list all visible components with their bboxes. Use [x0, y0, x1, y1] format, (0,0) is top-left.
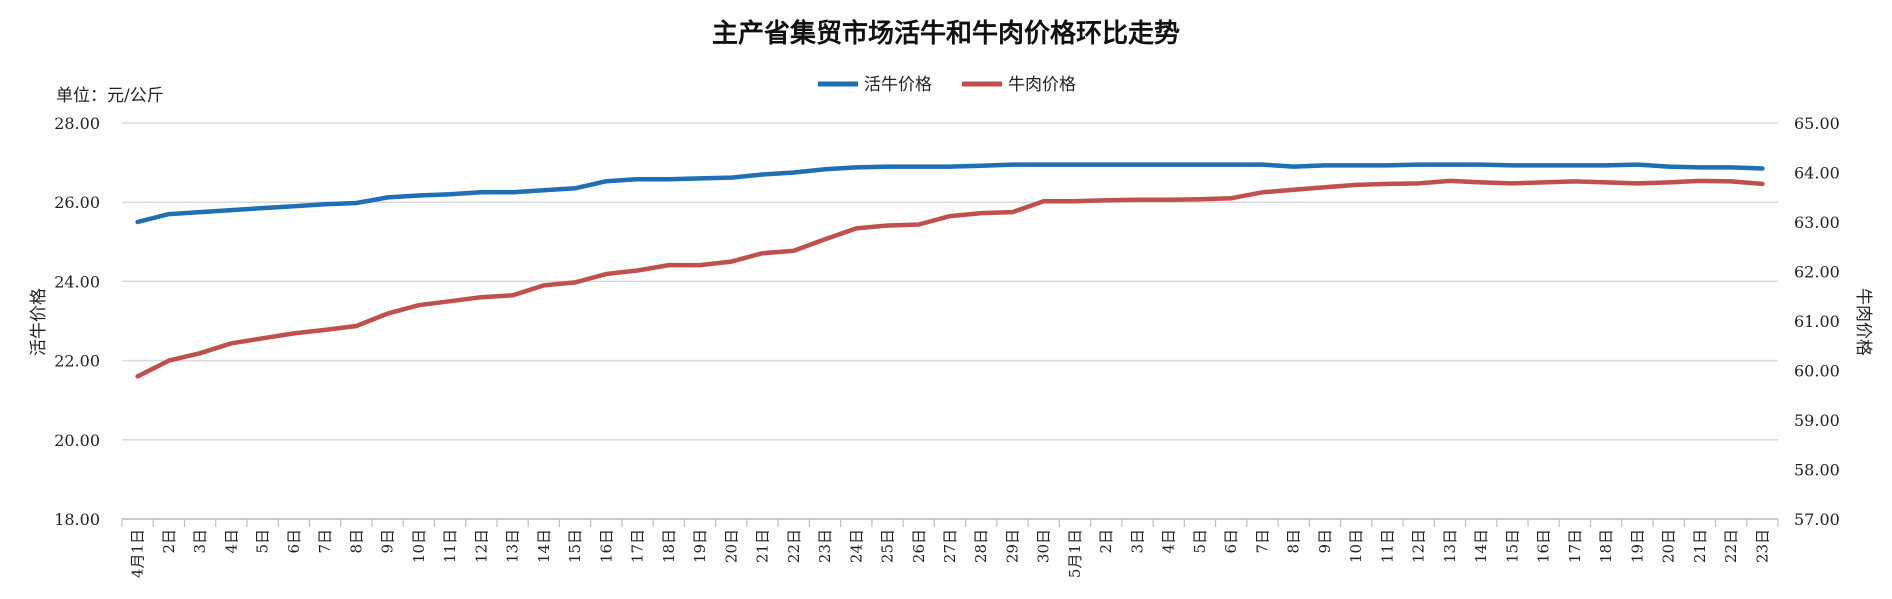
y-right-tick-label: 64.00 [1794, 164, 1840, 183]
x-tick-label: 23日 [1753, 529, 1771, 563]
y-axis-right-title: 牛肉价格 [1853, 288, 1873, 356]
x-tick-label: 8日 [1285, 529, 1303, 554]
y-right-tick-label: 62.00 [1794, 263, 1840, 282]
x-tick-label: 4日 [1160, 529, 1178, 554]
x-tick-label: 7日 [1253, 529, 1271, 554]
legend-label-live-cattle: 活牛价格 [864, 75, 932, 95]
series-lines [135, 162, 1765, 379]
x-axis-ticks: 4月1日 2日 3日 4日 5日 6日 7日 8日 9日 10日 11日 12日 13日 14日 15日 16… [121, 519, 1779, 578]
x-tick-label: 17日 [629, 529, 647, 563]
x-tick-label: 4月1日 [129, 529, 147, 578]
x-tick-label: 19日 [1628, 529, 1646, 563]
x-tick-label: 11日 [441, 529, 459, 563]
x-tick-label: 18日 [1597, 529, 1615, 563]
x-tick-label: 2日 [1097, 529, 1115, 554]
y-right-tick-label: 60.00 [1794, 362, 1840, 381]
y-left-tick-label: 26.00 [54, 193, 100, 212]
x-tick-label: 5月1日 [1066, 529, 1084, 578]
x-tick-label: 3日 [1128, 529, 1146, 554]
x-tick-label: 16日 [597, 529, 615, 563]
legend: 活牛价格 牛肉价格 [818, 75, 1076, 95]
x-tick-label: 20日 [1660, 529, 1678, 563]
x-tick-label: 13日 [504, 529, 522, 563]
x-tick-label: 22日 [785, 529, 803, 563]
x-tick-label: 14日 [535, 529, 553, 563]
x-tick-label: 25日 [879, 529, 897, 563]
x-tick-label: 21日 [754, 529, 772, 563]
x-tick-label: 20日 [722, 529, 740, 563]
x-tick-label: 9日 [379, 529, 397, 554]
y-right-tick-label: 61.00 [1794, 312, 1840, 331]
y-axis-left-title: 活牛价格 [29, 288, 49, 356]
y-right-tick-label: 58.00 [1794, 461, 1840, 480]
x-tick-label: 19日 [691, 529, 709, 563]
series-line-live-cattle [135, 162, 1765, 225]
x-tick-label: 22日 [1722, 529, 1740, 563]
x-tick-label: 14日 [1472, 529, 1490, 563]
y-left-tick-label: 22.00 [54, 352, 100, 371]
legend-label-beef: 牛肉价格 [1008, 75, 1076, 95]
x-tick-label: 24日 [847, 529, 865, 563]
x-tick-label: 6日 [285, 529, 303, 554]
x-tick-label: 12日 [1410, 529, 1428, 563]
x-tick-label: 12日 [472, 529, 490, 563]
y-left-tick-label: 18.00 [54, 510, 100, 529]
x-tick-label: 10日 [1347, 529, 1365, 563]
chart-title: 主产省集贸市场活牛和牛肉价格环比走势 [712, 18, 1180, 49]
x-tick-label: 5日 [1191, 529, 1209, 554]
x-tick-label: 2日 [160, 529, 178, 554]
x-tick-label: 17日 [1566, 529, 1584, 563]
x-tick-label: 30日 [1035, 529, 1053, 563]
x-tick-label: 4日 [222, 529, 240, 554]
x-tick-label: 13日 [1441, 529, 1459, 563]
x-tick-label: 15日 [1503, 529, 1521, 563]
x-tick-label: 10日 [410, 529, 428, 563]
x-tick-label: 18日 [660, 529, 678, 563]
y-right-tick-label: 57.00 [1794, 510, 1840, 529]
x-tick-label: 27日 [941, 529, 959, 563]
x-tick-label: 9日 [1316, 529, 1334, 554]
x-tick-label: 21日 [1691, 529, 1709, 563]
x-tick-label: 3日 [191, 529, 209, 554]
y-left-tick-label: 28.00 [54, 114, 100, 133]
y-left-tick-label: 24.00 [54, 272, 100, 291]
y-right-tick-label: 65.00 [1794, 114, 1840, 133]
x-tick-label: 15日 [566, 529, 584, 563]
gridlines [122, 122, 1778, 520]
series-line-beef [135, 178, 1765, 379]
y-right-tick-label: 59.00 [1794, 411, 1840, 430]
y-axis-left-ticks: 18.00 20.00 22.00 24.00 26.00 28.00 [54, 114, 100, 529]
unit-label: 单位：元/公斤 [56, 86, 164, 106]
x-tick-label: 8日 [347, 529, 365, 554]
y-left-tick-label: 20.00 [54, 431, 100, 450]
x-tick-label: 26日 [910, 529, 928, 563]
x-tick-label: 16日 [1535, 529, 1553, 563]
x-tick-label: 23日 [816, 529, 834, 563]
y-right-tick-label: 63.00 [1794, 213, 1840, 232]
x-tick-label: 6日 [1222, 529, 1240, 554]
x-tick-label: 5日 [254, 529, 272, 554]
x-tick-label: 28日 [972, 529, 990, 563]
x-tick-label: 11日 [1378, 529, 1396, 563]
x-tick-label: 29日 [1003, 529, 1021, 563]
y-axis-right-ticks: 57.00 58.00 59.00 60.00 61.00 62.00 63.00 64.00… [1794, 114, 1840, 529]
x-tick-label: 7日 [316, 529, 334, 554]
